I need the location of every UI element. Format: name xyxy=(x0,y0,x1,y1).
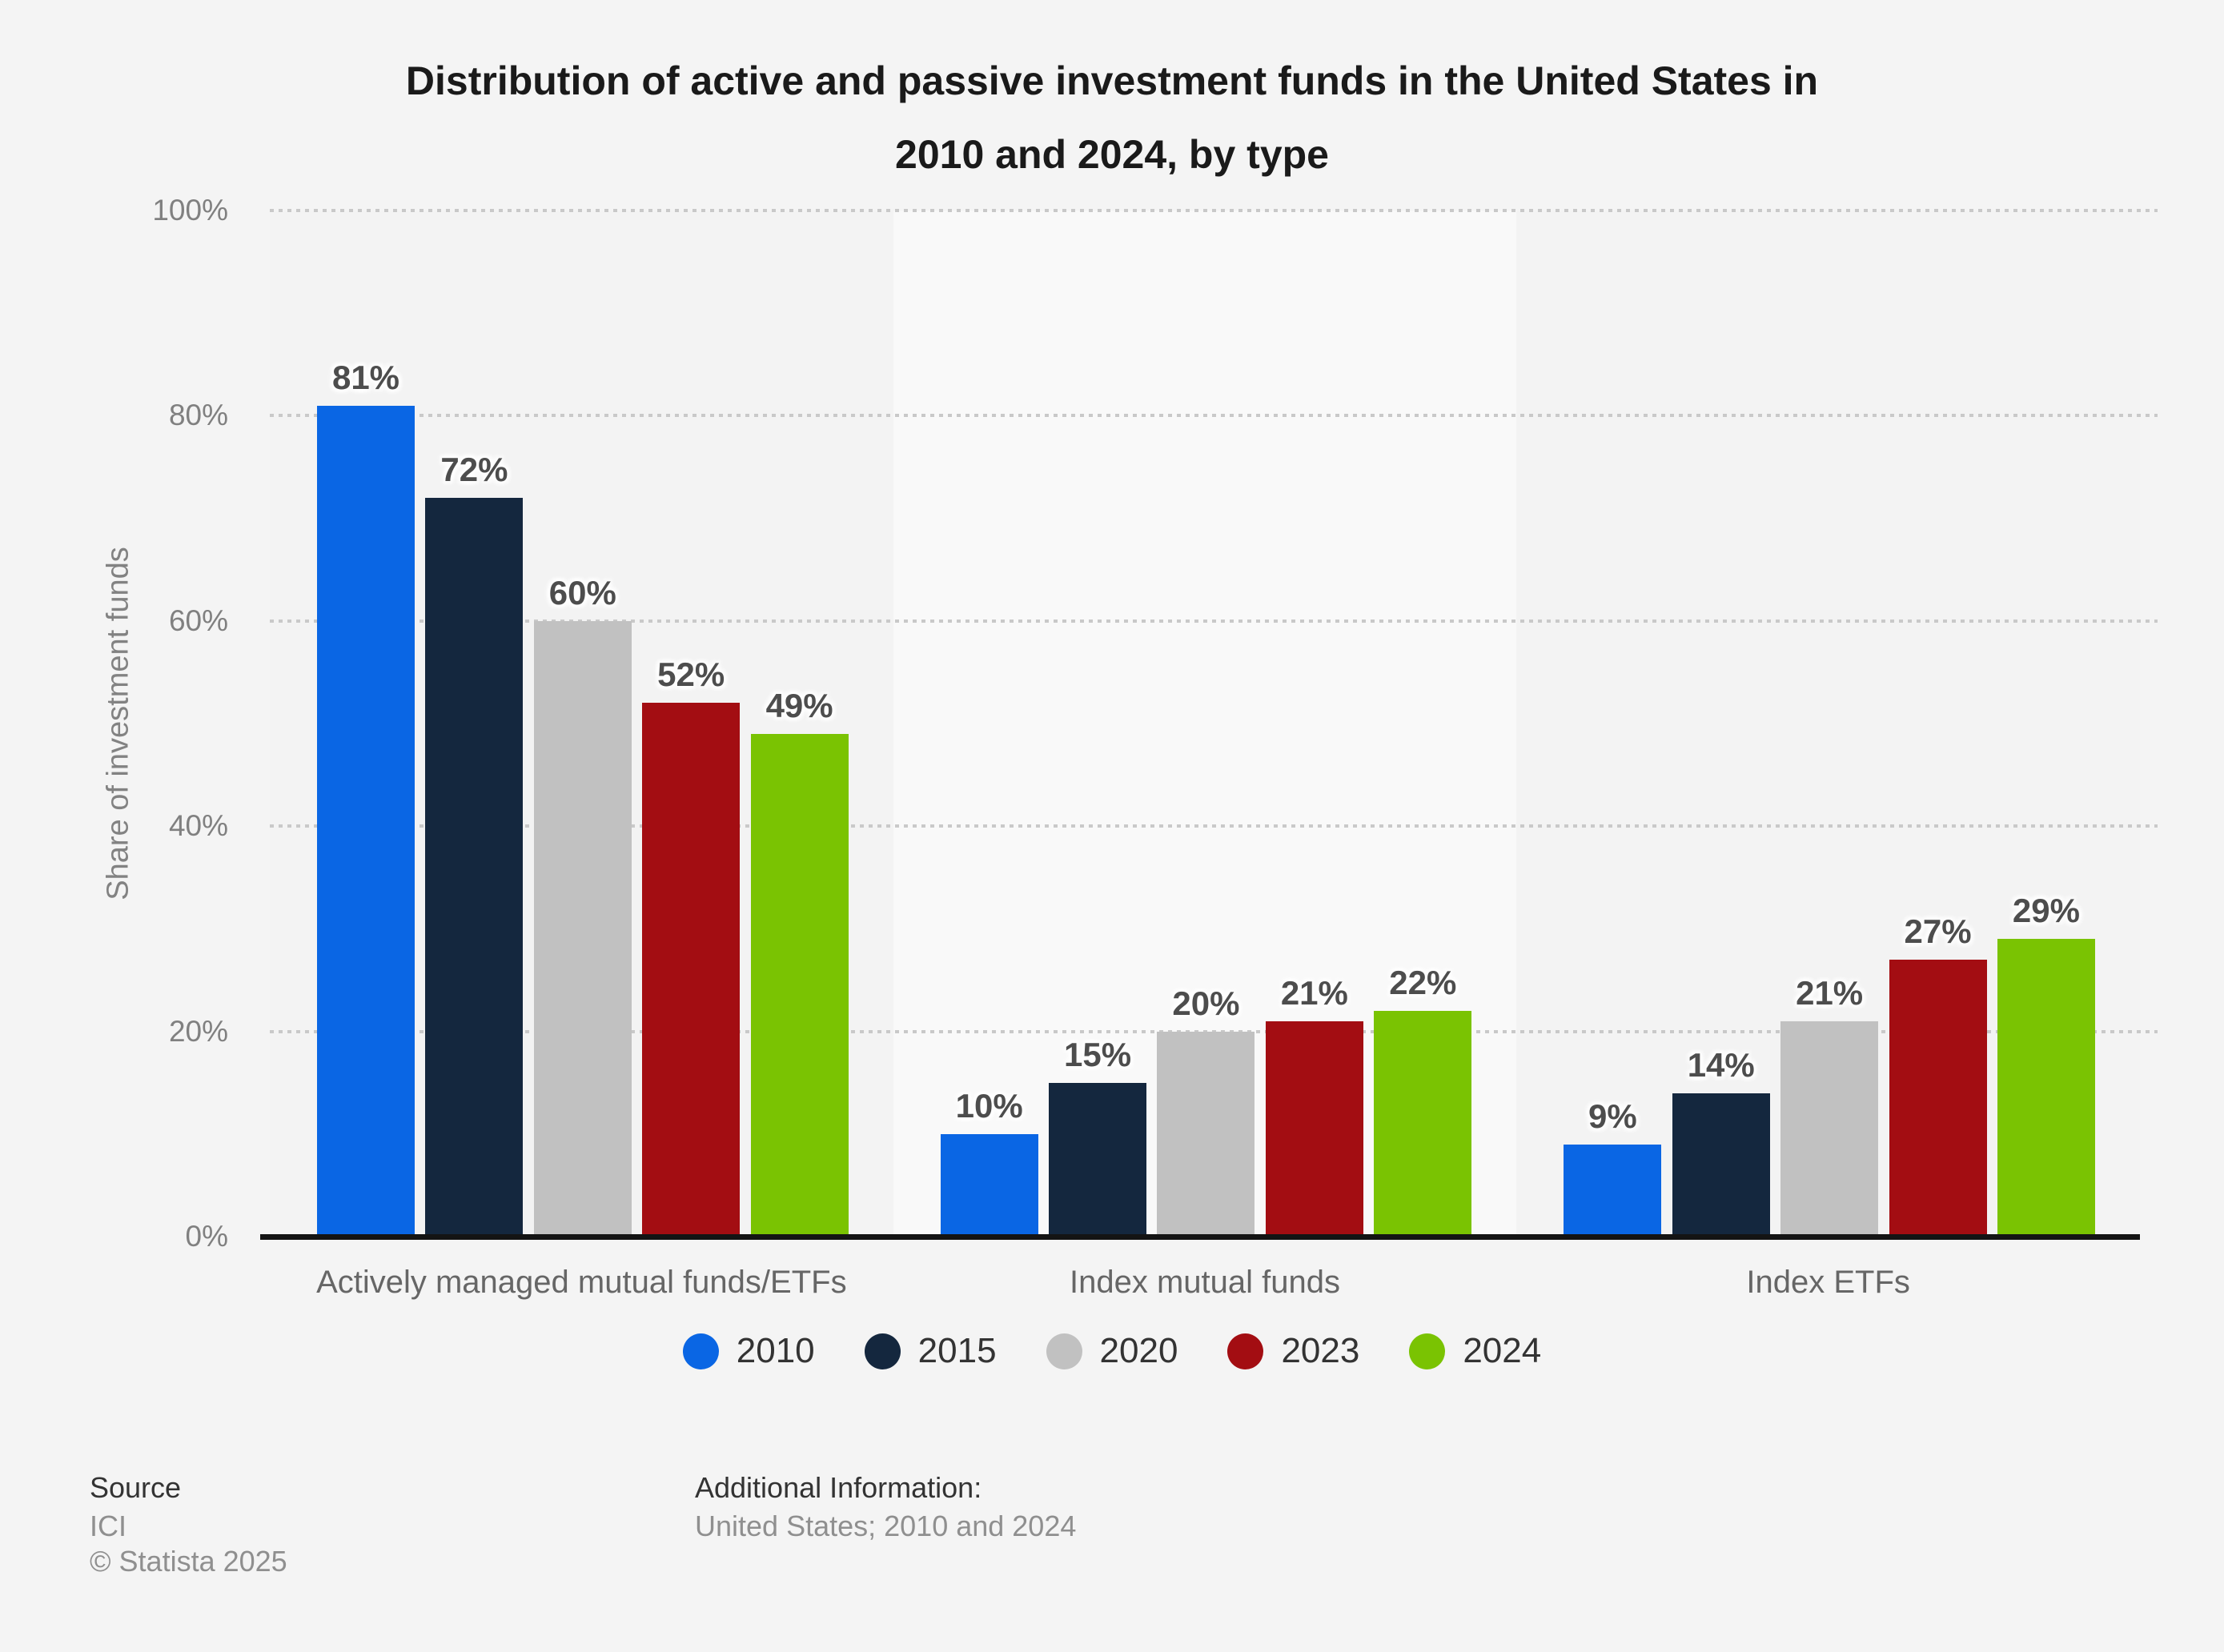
chart-title-line2: 2010 and 2024, by type xyxy=(895,132,1329,177)
y-tick-label: 80% xyxy=(168,399,228,432)
bar-value-label: 29% xyxy=(2012,892,2080,930)
y-tick-label: 40% xyxy=(168,809,228,843)
y-tick-label: 100% xyxy=(152,194,228,227)
bar-2020-2[interactable] xyxy=(1157,1031,1255,1237)
bar-value-label: 52% xyxy=(657,656,725,694)
category-label: Actively managed mutual funds/ETFs xyxy=(316,1265,847,1300)
bar-2010-1[interactable] xyxy=(317,405,415,1237)
legend-item-2010[interactable]: 2010 xyxy=(682,1331,815,1371)
copyright-notice: © Statista 2025 xyxy=(90,1545,287,1578)
bar-value-label: 81% xyxy=(331,358,400,396)
bar-value-label: 20% xyxy=(1172,984,1240,1022)
bar-value-label: 14% xyxy=(1687,1045,1755,1084)
legend-label: 2015 xyxy=(917,1331,997,1370)
bar-value-label: 22% xyxy=(1389,963,1457,1001)
bar-value-label: 9% xyxy=(1588,1097,1637,1135)
bar-2015-2[interactable] xyxy=(1049,1082,1147,1237)
bar-2020-1[interactable] xyxy=(533,620,632,1237)
bar-2010-2[interactable] xyxy=(940,1133,1038,1237)
bar-2010-3[interactable] xyxy=(1564,1144,1662,1237)
legend-item-2015[interactable]: 2015 xyxy=(864,1331,997,1371)
chart-title-line1: Distribution of active and passive inves… xyxy=(405,58,1819,103)
bar-value-label: 72% xyxy=(440,450,508,488)
legend-swatch-icon xyxy=(1046,1333,1082,1369)
y-tick-label: 0% xyxy=(185,1220,228,1253)
bar-value-label: 15% xyxy=(1064,1035,1132,1073)
bar-value-label: 10% xyxy=(955,1086,1023,1125)
gridline xyxy=(270,209,2158,212)
bar-2024-2[interactable] xyxy=(1374,1010,1472,1237)
gridline xyxy=(270,619,2158,623)
legend-item-2023[interactable]: 2023 xyxy=(1227,1331,1359,1371)
bar-2023-3[interactable] xyxy=(1889,959,1987,1237)
additional-info-label: Additional Information: xyxy=(695,1471,982,1504)
y-tick-label: 20% xyxy=(168,1014,228,1048)
bar-value-label: 21% xyxy=(1280,973,1348,1012)
source-label: Source xyxy=(90,1471,182,1504)
bar-2023-1[interactable] xyxy=(642,703,741,1237)
y-axis-title: Share of investment funds xyxy=(101,547,135,900)
legend-label: 2023 xyxy=(1281,1331,1360,1370)
legend-item-2020[interactable]: 2020 xyxy=(1046,1331,1178,1371)
bar-2023-2[interactable] xyxy=(1265,1020,1363,1237)
bar-value-label: 21% xyxy=(1796,973,1864,1012)
bar-2020-3[interactable] xyxy=(1780,1020,1879,1237)
x-axis-line xyxy=(260,1234,2140,1240)
bar-2015-1[interactable] xyxy=(425,497,524,1237)
legend-swatch-icon xyxy=(1409,1333,1446,1369)
legend-label: 2010 xyxy=(736,1331,815,1370)
legend-label: 2024 xyxy=(1463,1331,1542,1370)
y-tick-label: 60% xyxy=(168,603,228,637)
bar-value-label: 49% xyxy=(765,686,833,724)
category-label: Index mutual funds xyxy=(1069,1265,1340,1300)
legend-swatch-icon xyxy=(682,1333,719,1369)
additional-info-value: United States; 2010 and 2024 xyxy=(695,1510,1077,1542)
legend-label: 2020 xyxy=(1099,1331,1178,1370)
chart-title: Distribution of active and passive inves… xyxy=(0,44,2224,191)
bar-value-label: 60% xyxy=(548,573,616,611)
bar-value-label: 27% xyxy=(1904,912,1972,950)
gridline xyxy=(270,414,2158,418)
legend-swatch-icon xyxy=(1227,1333,1264,1369)
bar-2024-3[interactable] xyxy=(1997,939,2095,1237)
source-value: ICI xyxy=(90,1510,127,1542)
bar-2015-3[interactable] xyxy=(1672,1093,1770,1237)
category-label: Index ETFs xyxy=(1746,1265,1910,1300)
legend-swatch-icon xyxy=(864,1333,901,1369)
bar-2024-1[interactable] xyxy=(750,733,849,1237)
legend: 2010 2015 2020 2023 2024 xyxy=(0,1327,2224,1375)
gridline xyxy=(270,824,2158,828)
legend-item-2024[interactable]: 2024 xyxy=(1409,1331,1541,1371)
